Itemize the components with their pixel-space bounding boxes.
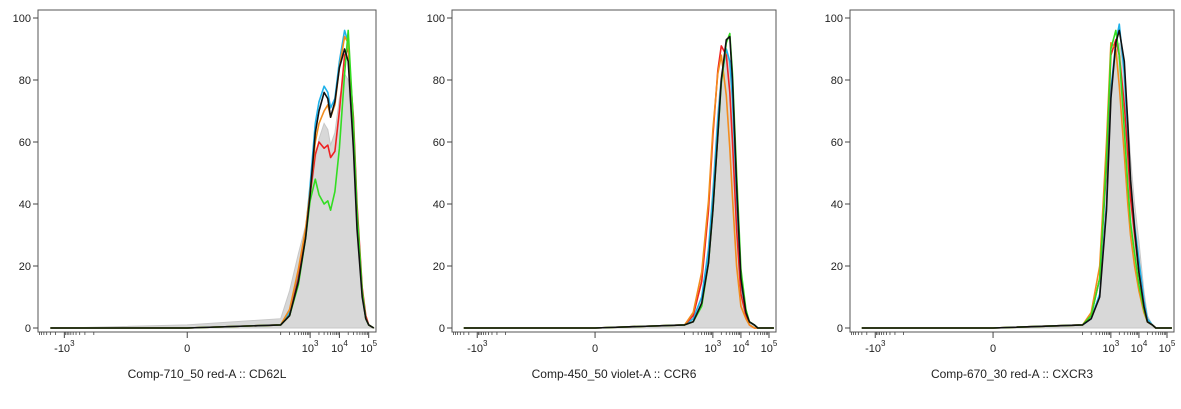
y-tick-label: 40 [19, 199, 31, 211]
x-axis-title: Comp-710_50 red-A :: CD62L [128, 367, 287, 381]
x-tick-label: 103 [1103, 339, 1120, 355]
histogram-panel-1: 0 20 40 60 80 100 -103 0 103 104 105 Comp-710_50 re… [13, 9, 378, 381]
x-tick-label: 104 [733, 339, 750, 355]
y-tick-label: 100 [825, 13, 843, 25]
x-tick-label: -103 [865, 339, 886, 355]
y-tick-label: 40 [433, 199, 445, 211]
y-tick-label: 20 [433, 261, 445, 273]
x-tick-label: 104 [1131, 339, 1148, 355]
y-tick-label: 40 [831, 199, 843, 211]
y-tick-label: 100 [13, 13, 31, 25]
x-tick-label: 0 [184, 343, 190, 355]
x-tick-label: 105 [761, 339, 778, 355]
y-tick-label: 0 [25, 323, 31, 335]
x-tick-label: -103 [467, 339, 488, 355]
y-tick-label: 20 [19, 261, 31, 273]
x-tick-label: 0 [592, 343, 598, 355]
x-tick-label: 105 [360, 339, 377, 355]
x-tick-label: 104 [331, 339, 348, 355]
y-tick-label: 0 [439, 323, 445, 335]
x-axis-title: Comp-450_50 violet-A :: CCR6 [532, 367, 697, 381]
histogram-series-line-5 [861, 29, 1172, 329]
histogram-panel-3: 0 20 40 60 80 100 -103 0 103 104 105 Comp-670_30 re… [825, 9, 1176, 381]
y-tick-label: 60 [19, 137, 31, 149]
y-tick-label: 80 [433, 75, 445, 87]
y-tick-label: 60 [831, 137, 843, 149]
x-tick-label: 103 [705, 339, 722, 355]
y-tick-label: 60 [433, 137, 445, 149]
histogram-series-line-5 [50, 48, 375, 329]
x-tick-label: -103 [54, 339, 75, 355]
y-tick-label: 80 [19, 75, 31, 87]
y-tick-label: 20 [831, 261, 843, 273]
y-tick-label: 0 [837, 323, 843, 335]
y-tick-label: 100 [427, 13, 445, 25]
histogram-panel-2: 0 20 40 60 80 100 -103 0 103 104 105 Comp-450_50 vi… [427, 9, 778, 381]
x-axis-title: Comp-670_30 red-A :: CXCR3 [931, 367, 1093, 381]
y-tick-label: 80 [831, 75, 843, 87]
x-tick-label: 105 [1159, 339, 1176, 355]
x-tick-label: 0 [990, 343, 996, 355]
x-tick-label: 103 [302, 339, 319, 355]
histogram-series-line-5 [463, 35, 774, 329]
